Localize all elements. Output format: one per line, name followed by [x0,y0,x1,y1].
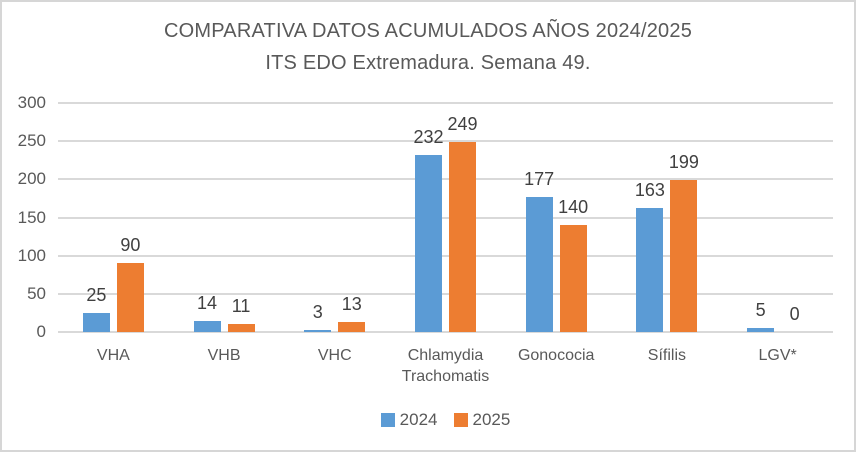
category-label: Sífilis [647,347,687,364]
gridline [58,102,833,104]
y-tick-label: 50 [27,283,46,303]
gridline [58,140,833,143]
chart-title: COMPARATIVA DATOS ACUMULADOS AÑOS 2024/2… [0,15,856,79]
bar-2025: 249 [447,114,478,332]
bar-value-label: 5 [755,300,766,321]
bar-value-label: 232 [413,126,444,147]
bar-2025: 90 [116,235,144,332]
gridline [58,292,833,295]
bar-value-label: 14 [197,293,218,314]
gridline [58,178,833,181]
bar-2024: 14 [193,293,221,332]
y-tick-label: 100 [17,245,46,265]
bar-value-label: 140 [558,197,589,218]
bar-value-label: 11 [231,295,251,316]
legend-swatch [380,413,395,427]
bar-group: 232 249 [390,103,501,332]
category-label: Gonococia [517,347,595,364]
plot-area: 25 90 14 11 3 13 232 249 177 140 163 199 5 0 [58,102,833,333]
bar-value-label: 90 [120,235,141,256]
legend-item-2024: 2024 [380,410,438,430]
chart-title-line1: COMPARATIVA DATOS ACUMULADOS AÑOS 2024/2… [163,20,693,42]
legend-swatch [453,413,468,427]
category-label: VHB [207,347,241,364]
bar-value-label: 249 [447,113,478,134]
bar-2024: 177 [524,169,554,332]
legend-label: 2024 [399,410,438,429]
legend: 2024 2025 [58,410,833,430]
bar-2024: 3 [304,302,332,332]
bar-value-label: 13 [341,294,362,315]
y-tick-label: 250 [17,131,46,151]
bar-group: 14 11 [169,103,280,332]
bar-group: 177 140 [501,103,612,332]
bar-value-label: 177 [524,168,555,189]
bar-value-label: 199 [668,152,699,173]
gridline [58,331,833,333]
bar-2025: 13 [338,294,366,332]
bar-value-label: 3 [312,301,323,322]
bar-value-label: 163 [634,179,665,200]
bar-2025: 140 [558,197,588,332]
bar-group: 163 199 [612,103,723,332]
y-tick-label: 200 [17,169,46,189]
bar-value-label: 0 [789,304,800,324]
bar-2024: 25 [82,285,110,332]
y-tick-label: 0 [36,322,46,341]
gridline [58,216,833,219]
category-label: VHA [96,347,130,364]
bar-value-label: 25 [86,284,107,305]
legend-item-2025: 2025 [453,410,511,430]
bar-2024: 163 [635,180,665,332]
bar-2024: 5 [747,300,775,332]
gridline [58,254,833,257]
bar-2025: 199 [669,152,699,332]
bar-2025: 11 [227,296,255,332]
y-tick-label: 300 [17,93,46,112]
chart-title-line2: ITS EDO Extremadura. Semana 49. [265,52,591,74]
legend-label: 2025 [472,410,511,429]
bar-group: 3 13 [279,103,390,332]
bar-2024: 232 [413,127,444,332]
bar-group: 25 90 [58,103,169,332]
category-label: VHC [317,347,352,364]
y-tick-label: 150 [17,207,46,227]
category-label: LGV* [758,347,797,364]
category-label: Chlamydia Trachomatis [401,347,490,385]
